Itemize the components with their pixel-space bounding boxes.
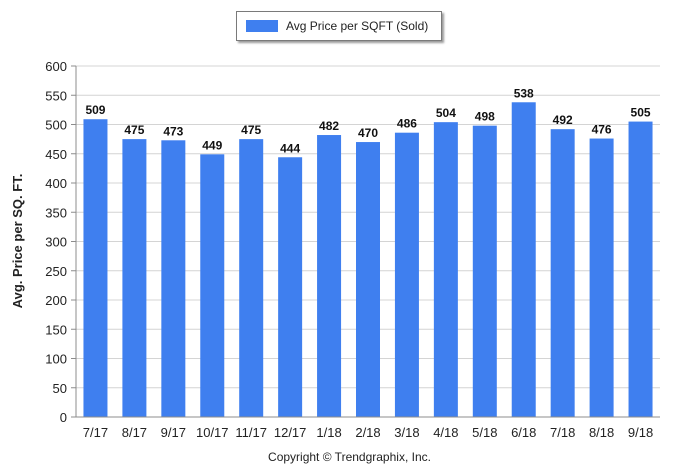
axes — [71, 66, 660, 418]
bar — [239, 139, 264, 417]
legend-swatch — [246, 20, 278, 32]
x-tick-label: 9/18 — [628, 425, 653, 440]
x-tick-label: 10/17 — [196, 425, 229, 440]
x-tick-label: 8/17 — [122, 425, 147, 440]
x-tick-label: 5/18 — [472, 425, 497, 440]
x-axis-ticks: 7/17 8/17 9/17 10/17 11/17 12/17 1/18 2/18 3/18 4… — [83, 425, 653, 440]
bar — [550, 129, 575, 417]
bar — [161, 140, 186, 418]
data-label: 492 — [553, 113, 573, 127]
data-label: 475 — [124, 123, 144, 137]
bars — [83, 102, 653, 418]
bar — [628, 121, 653, 417]
data-label: 449 — [202, 138, 222, 152]
y-axis-ticks: 0 50 100 150 200 250 300 350 400 450 500 550 600 — [45, 59, 76, 425]
x-tick-label: 3/18 — [394, 425, 419, 440]
data-label: 476 — [592, 123, 612, 137]
data-label: 538 — [514, 86, 534, 100]
x-tick-label: 8/18 — [589, 425, 614, 440]
bar — [200, 154, 225, 417]
y-tick-label: 450 — [45, 147, 67, 162]
data-label: 505 — [631, 106, 651, 120]
y-tick-label: 300 — [45, 235, 67, 250]
data-label: 475 — [241, 123, 261, 137]
y-tick-label: 400 — [45, 176, 67, 191]
x-tick-label: 12/17 — [274, 425, 307, 440]
bar — [433, 122, 458, 417]
bar — [472, 125, 497, 418]
copyright-text: Copyright © Trendgraphix, Inc. — [268, 450, 431, 464]
data-label: 498 — [475, 110, 495, 124]
data-labels: 509 475 473 449 475 444 482 470 486 504 498 538 492 4… — [85, 86, 650, 155]
x-tick-label: 7/18 — [550, 425, 575, 440]
y-tick-label: 50 — [53, 381, 67, 396]
bar — [511, 102, 536, 418]
y-tick-label: 500 — [45, 118, 67, 133]
bar — [122, 139, 147, 417]
data-label: 509 — [85, 103, 105, 117]
data-label: 444 — [280, 141, 300, 155]
y-tick-label: 200 — [45, 293, 67, 308]
x-tick-label: 9/17 — [161, 425, 186, 440]
bar — [589, 138, 614, 418]
legend-label: Avg Price per SQFT (Sold) — [286, 19, 429, 33]
y-tick-label: 350 — [45, 205, 67, 220]
bar — [317, 135, 342, 417]
x-tick-label: 2/18 — [355, 425, 380, 440]
data-label: 473 — [163, 124, 183, 138]
y-tick-label: 150 — [45, 322, 67, 337]
y-tick-label: 0 — [60, 410, 67, 425]
bar — [83, 119, 108, 418]
y-tick-label: 550 — [45, 88, 67, 103]
data-label: 486 — [397, 117, 417, 131]
bar — [394, 132, 419, 417]
y-tick-label: 250 — [45, 264, 67, 279]
legend: Avg Price per SQFT (Sold) — [236, 11, 442, 41]
bar — [356, 142, 380, 418]
bar — [278, 157, 303, 417]
y-axis-label: Avg. Price per SQ. FT. — [10, 174, 25, 309]
x-tick-label: 1/18 — [316, 425, 341, 440]
data-label: 482 — [319, 119, 339, 133]
x-tick-label: 4/18 — [433, 425, 458, 440]
y-tick-label: 600 — [45, 59, 67, 74]
x-tick-label: 6/18 — [511, 425, 536, 440]
data-label: 470 — [358, 126, 378, 140]
x-tick-label: 7/17 — [83, 425, 108, 440]
data-label: 504 — [436, 106, 456, 120]
x-tick-label: 11/17 — [235, 425, 267, 440]
y-tick-label: 100 — [45, 352, 67, 367]
